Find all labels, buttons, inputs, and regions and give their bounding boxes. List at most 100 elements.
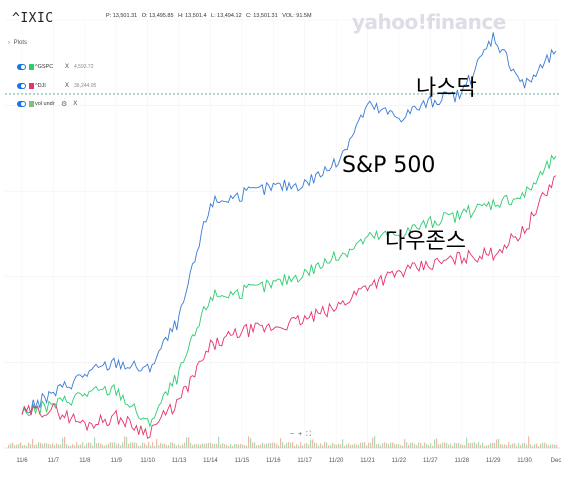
volume-bar (216, 443, 218, 448)
volume-bar (136, 443, 138, 448)
volume-bar (554, 444, 556, 448)
volume-bar (490, 443, 492, 448)
x-tick-label: 11/9 (110, 458, 122, 464)
volume-bar (454, 442, 456, 448)
volume-bar (244, 445, 246, 448)
volume-bar (342, 439, 344, 448)
volume-bar (170, 442, 172, 448)
volume-bar (110, 442, 112, 448)
volume-bar (82, 442, 84, 448)
legend-item-gspc[interactable]: ^GSPC X 4,593.72 (17, 62, 93, 72)
volume-bar (124, 436, 126, 448)
toggle-switch-icon[interactable] (17, 101, 26, 107)
legend-value: 4,593.72 (74, 64, 94, 70)
volume-bar (246, 445, 248, 448)
volume-bar (552, 444, 554, 448)
volume-bar (290, 442, 292, 448)
close-icon[interactable]: X (73, 101, 78, 107)
zoom-fit-button[interactable]: ⛶ (306, 431, 312, 438)
volume-bar (480, 444, 482, 448)
volume-bar (264, 444, 266, 448)
volume-bar (318, 445, 320, 448)
volume-bar (172, 442, 174, 448)
volume-bar (412, 442, 414, 448)
close-icon[interactable]: X (65, 83, 70, 89)
volume-bar (456, 443, 458, 448)
legend-item-dji[interactable]: ^DJI X 36,244.05 (17, 81, 96, 91)
symbol-label: ^IXIC (12, 11, 54, 26)
volume-bar (510, 444, 512, 448)
volume-bar (90, 442, 92, 448)
volume-bar (40, 442, 42, 448)
volume-bar (430, 443, 432, 448)
gear-icon[interactable]: ⚙ (61, 101, 68, 108)
volume-bar (106, 444, 108, 448)
volume-bar (550, 444, 552, 448)
volume-bar (42, 444, 44, 448)
volume-bar (376, 444, 378, 448)
volume-bar (494, 442, 496, 448)
volume-bar (464, 445, 466, 448)
volume-bar (478, 442, 480, 448)
volume-bar (64, 436, 66, 448)
annotation-nasdaq: 나스닥 (416, 76, 477, 101)
x-tick-label: 11/30 (517, 458, 532, 464)
volume-bar (162, 443, 164, 448)
series-line-dji (21, 175, 557, 439)
series-line-ixic (21, 32, 557, 415)
toggle-switch-icon[interactable] (17, 64, 26, 70)
volume-bar (484, 445, 486, 448)
volume-bar (160, 442, 162, 448)
volume-bar (334, 444, 336, 448)
volume-bar (126, 436, 128, 448)
zoom-out-button[interactable]: − (290, 431, 295, 438)
volume-bar (178, 444, 180, 448)
volume-bar (138, 445, 140, 448)
volume-bar (72, 444, 74, 448)
volume-bar (426, 443, 428, 448)
volume-bar (10, 443, 12, 448)
zoom-in-button[interactable]: + (298, 431, 303, 438)
volume-bar (314, 442, 316, 448)
volume-bar (438, 444, 440, 448)
series-lines (21, 32, 557, 439)
volume-bar (330, 445, 332, 448)
annotation-dow: 다우존스 (385, 229, 466, 254)
volume-bar (260, 444, 262, 448)
volume-bar (442, 442, 444, 448)
volume-bar (158, 444, 160, 448)
volume-bar (22, 445, 24, 448)
volume-bar (500, 444, 502, 448)
volume-bar (540, 443, 542, 448)
volume-bar (394, 443, 396, 448)
volume-bar (502, 444, 504, 448)
volume-bar (468, 443, 470, 448)
x-tick-label: 11/20 (328, 458, 344, 464)
volume-bar (338, 443, 340, 448)
close-icon[interactable]: X (65, 64, 70, 70)
volume-bar (402, 445, 404, 448)
toggle-switch-icon[interactable] (17, 83, 26, 89)
volume-bar (410, 442, 412, 448)
volume-bar (368, 442, 370, 448)
volume-bar (526, 444, 528, 448)
volume-bar (506, 444, 508, 448)
volume-bar (532, 445, 534, 448)
yahoo-finance-watermark: yahoo!finance (352, 10, 506, 34)
volume-bar (472, 442, 474, 448)
volume-bar (248, 436, 250, 448)
x-tick-label: 11/22 (391, 458, 407, 464)
volume-bar (308, 444, 310, 448)
volume-bar (242, 444, 244, 448)
legend-item-vol[interactable]: vol undr ⚙ X (17, 99, 82, 109)
volume-bar (60, 444, 62, 448)
volume-bar (390, 442, 392, 448)
plots-toggle[interactable]: › Plots (8, 40, 27, 46)
volume-bar (328, 445, 330, 448)
volume-bar (266, 443, 268, 448)
volume-bar (448, 444, 450, 448)
volume-bar (222, 443, 224, 448)
volume-bar (496, 439, 498, 448)
volume-bar (474, 442, 476, 448)
